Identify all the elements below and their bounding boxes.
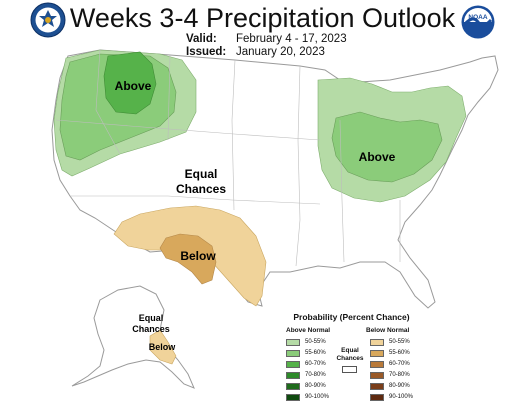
issued-label: Issued: xyxy=(186,46,227,58)
valid-dates: Valid: February 4 - 17, 2023 xyxy=(186,33,347,45)
label-alaska-equal-1: Equal xyxy=(139,313,164,323)
legend-swatch xyxy=(370,383,384,390)
valid-value: February 4 - 17, 2023 xyxy=(236,33,347,45)
legend-swatch xyxy=(286,350,300,357)
legend-swatch xyxy=(286,372,300,379)
legend-title: Probability (Percent Chance) xyxy=(293,312,410,322)
label-alaska-below: Below xyxy=(149,342,177,352)
legend-label: 90-100% xyxy=(305,394,330,400)
legend-label: 70-80% xyxy=(389,372,410,378)
south-below-55 xyxy=(159,233,217,285)
legend-swatch xyxy=(370,350,384,357)
label-equal-2: Chances xyxy=(176,182,226,196)
legend-label: 60-70% xyxy=(389,361,410,367)
legend-below-header: Below Normal xyxy=(366,327,410,334)
state-lines xyxy=(55,49,401,267)
legend-equal-line2: Chances xyxy=(336,355,364,362)
legend-swatch xyxy=(370,339,384,346)
legend-label: 55-60% xyxy=(305,350,326,356)
noaa-logo-text: NOAA xyxy=(468,14,487,21)
label-west-above: Above xyxy=(115,79,152,93)
legend-swatch xyxy=(286,361,300,368)
legend-label: 60-70% xyxy=(305,361,326,367)
legend-label: 50-55% xyxy=(389,339,410,345)
alaska-outline xyxy=(71,285,195,389)
legend-above-header: Above Normal xyxy=(286,327,331,334)
legend-equal-line1: Equal xyxy=(341,347,359,354)
legend-swatch xyxy=(286,339,300,346)
legend-swatch xyxy=(286,383,300,390)
west-above-60 xyxy=(103,51,157,115)
noaa-logo-icon: NOAA xyxy=(461,5,495,39)
legend: Probability (Percent Chance) Above Norma… xyxy=(278,312,523,402)
label-equal-1: Equal xyxy=(185,167,218,181)
legend-swatch xyxy=(370,372,384,379)
page-title: Weeks 3-4 Precipitation Outlook xyxy=(69,3,456,33)
legend-swatch xyxy=(286,394,300,401)
valid-label: Valid: xyxy=(186,33,217,45)
legend-swatch xyxy=(370,361,384,368)
legend-label: 80-90% xyxy=(305,383,326,389)
commerce-seal-icon xyxy=(30,2,66,38)
legend-swatch xyxy=(370,394,384,401)
label-alaska-equal-2: Chances xyxy=(132,324,170,334)
east-above-55 xyxy=(331,111,443,183)
issued-value: January 20, 2023 xyxy=(236,46,325,58)
legend-equal-swatch xyxy=(342,366,357,373)
legend-label: 70-80% xyxy=(305,372,326,378)
label-below: Below xyxy=(180,249,216,263)
legend-label: 90-100% xyxy=(389,394,414,400)
label-east-above: Above xyxy=(359,150,396,164)
legend-label: 50-55% xyxy=(305,339,326,345)
alaska-below-50 xyxy=(149,329,177,365)
legend-equal-label: Equal Chances xyxy=(335,347,365,363)
legend-label: 55-60% xyxy=(389,350,410,356)
issued-date: Issued: January 20, 2023 xyxy=(186,46,325,58)
legend-label: 80-90% xyxy=(389,383,410,389)
